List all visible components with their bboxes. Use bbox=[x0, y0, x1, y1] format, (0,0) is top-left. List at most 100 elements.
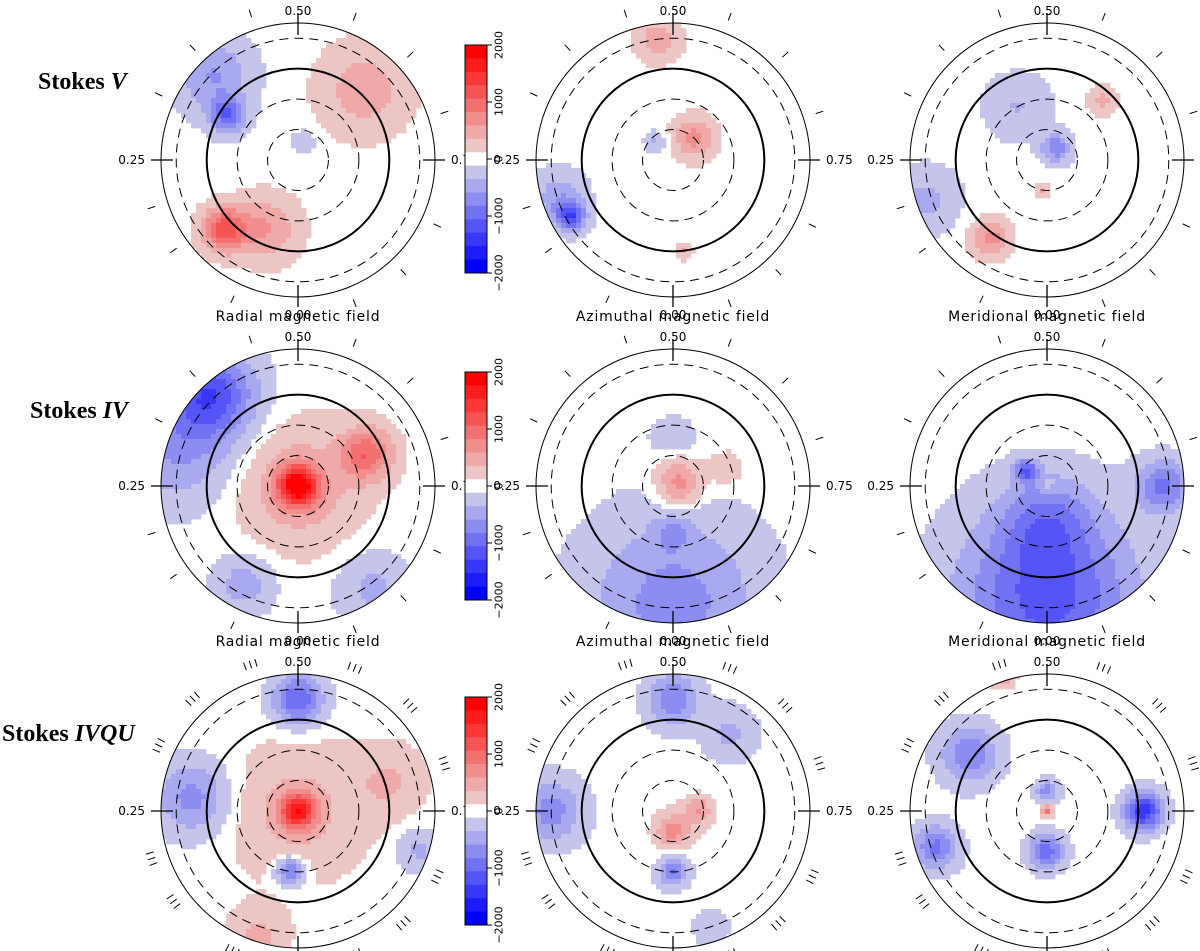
heatmap-cell bbox=[226, 409, 232, 415]
heatmap-cell bbox=[376, 123, 382, 129]
heatmap-cell bbox=[686, 163, 692, 169]
heatmap-cell bbox=[1030, 123, 1036, 129]
heatmap-cell bbox=[281, 263, 287, 269]
heatmap-cell bbox=[1045, 484, 1051, 490]
heatmap-cell bbox=[661, 554, 667, 560]
heatmap-cell bbox=[166, 494, 172, 500]
heatmap-cell bbox=[1010, 449, 1016, 455]
heatmap-cell bbox=[381, 554, 387, 560]
heatmap-cell bbox=[296, 454, 302, 460]
heatmap-cell bbox=[681, 258, 687, 264]
heatmap-cell bbox=[766, 539, 772, 545]
heatmap-cell bbox=[341, 529, 347, 535]
heatmap-cell bbox=[641, 564, 647, 570]
heatmap-cell bbox=[1105, 469, 1111, 475]
heatmap-cell bbox=[286, 218, 292, 224]
heatmap-cell bbox=[1060, 459, 1066, 465]
heatmap-cell bbox=[236, 98, 242, 104]
heatmap-cell bbox=[351, 614, 357, 620]
heatmap-cell bbox=[296, 444, 302, 450]
heatmap-cell bbox=[241, 404, 247, 410]
heatmap-cell bbox=[221, 193, 227, 199]
heatmap-cell bbox=[326, 469, 332, 475]
heatmap-cell bbox=[771, 564, 777, 570]
heatmap-cell bbox=[376, 108, 382, 114]
heatmap-cell bbox=[361, 509, 367, 515]
heatmap-cell bbox=[566, 218, 572, 224]
heatmap-cell bbox=[216, 118, 222, 124]
heatmap-cell bbox=[201, 113, 207, 119]
heatmap-cell bbox=[201, 213, 207, 219]
heatmap-cell bbox=[1020, 93, 1026, 99]
heatmap-cell bbox=[361, 424, 367, 430]
heatmap-cell bbox=[396, 469, 402, 475]
heatmap-cell bbox=[1060, 153, 1066, 159]
heatmap-cell bbox=[331, 544, 337, 550]
heatmap-cell bbox=[1150, 484, 1156, 490]
heatmap-cell bbox=[1060, 484, 1066, 490]
heatmap-cell bbox=[1085, 93, 1091, 99]
heatmap-cell bbox=[161, 484, 167, 490]
heatmap-cell bbox=[706, 559, 712, 565]
heatmap-cell bbox=[236, 419, 242, 425]
heatmap-cell bbox=[666, 489, 672, 495]
heatmap-cell bbox=[316, 539, 322, 545]
heatmap-cell bbox=[1165, 464, 1171, 470]
phase-label-right: 0.75 bbox=[826, 479, 853, 493]
heatmap-cell bbox=[241, 243, 247, 249]
heatmap-cell bbox=[980, 233, 986, 239]
heatmap-cell bbox=[276, 519, 282, 525]
heatmap-cell bbox=[1100, 474, 1106, 480]
observation-tick bbox=[440, 110, 449, 115]
heatmap-cell bbox=[1000, 83, 1006, 89]
heatmap-cell bbox=[196, 424, 202, 430]
heatmap-cell bbox=[256, 604, 262, 610]
heatmap-cell bbox=[656, 524, 662, 530]
heatmap-cell bbox=[556, 228, 562, 234]
heatmap-cell bbox=[201, 248, 207, 254]
heatmap-cell bbox=[676, 414, 682, 420]
heatmap-cell bbox=[236, 374, 242, 380]
heatmap-cell bbox=[711, 619, 717, 623]
heatmap-cell bbox=[546, 198, 552, 204]
heatmap-cell bbox=[226, 238, 232, 244]
heatmap-cell bbox=[396, 579, 402, 585]
heatmap-cell bbox=[266, 218, 272, 224]
heatmap-cell bbox=[246, 123, 252, 129]
heatmap-cell bbox=[376, 429, 382, 435]
heatmap-cell bbox=[246, 409, 252, 415]
heatmap-cell bbox=[326, 424, 332, 430]
heatmap-cell bbox=[356, 133, 362, 139]
heatmap-cell bbox=[221, 228, 227, 234]
heatmap-cell bbox=[331, 123, 337, 129]
heatmap-cell bbox=[351, 93, 357, 99]
heatmap-cell bbox=[261, 579, 267, 585]
heatmap-cell bbox=[261, 364, 267, 370]
heatmap-cell bbox=[296, 228, 302, 234]
heatmap-cell bbox=[686, 529, 692, 535]
heatmap-cell bbox=[311, 484, 317, 490]
heatmap-cell bbox=[646, 544, 652, 550]
heatmap-cell bbox=[386, 554, 392, 560]
observation-tick bbox=[727, 12, 732, 21]
heatmap-cell bbox=[196, 509, 202, 515]
heatmap-cell bbox=[236, 123, 242, 129]
heatmap-cell bbox=[661, 619, 667, 623]
heatmap-cell bbox=[176, 98, 182, 104]
heatmap-cell bbox=[1005, 253, 1011, 259]
heatmap-cell bbox=[691, 614, 697, 620]
heatmap-cell bbox=[925, 158, 931, 164]
heatmap-cell bbox=[256, 499, 262, 505]
heatmap-cell bbox=[1015, 489, 1021, 495]
heatmap-cell bbox=[221, 58, 227, 64]
observation-tick bbox=[440, 436, 449, 441]
heatmap-cell bbox=[286, 419, 292, 425]
heatmap-cell bbox=[266, 198, 272, 204]
heatmap-cell bbox=[990, 98, 996, 104]
heatmap-cell bbox=[331, 474, 337, 480]
heatmap-cell bbox=[1040, 454, 1046, 460]
heatmap-cell bbox=[671, 584, 677, 590]
heatmap-cell bbox=[651, 544, 657, 550]
heatmap-cell bbox=[965, 479, 971, 485]
observation-tick bbox=[230, 621, 235, 630]
